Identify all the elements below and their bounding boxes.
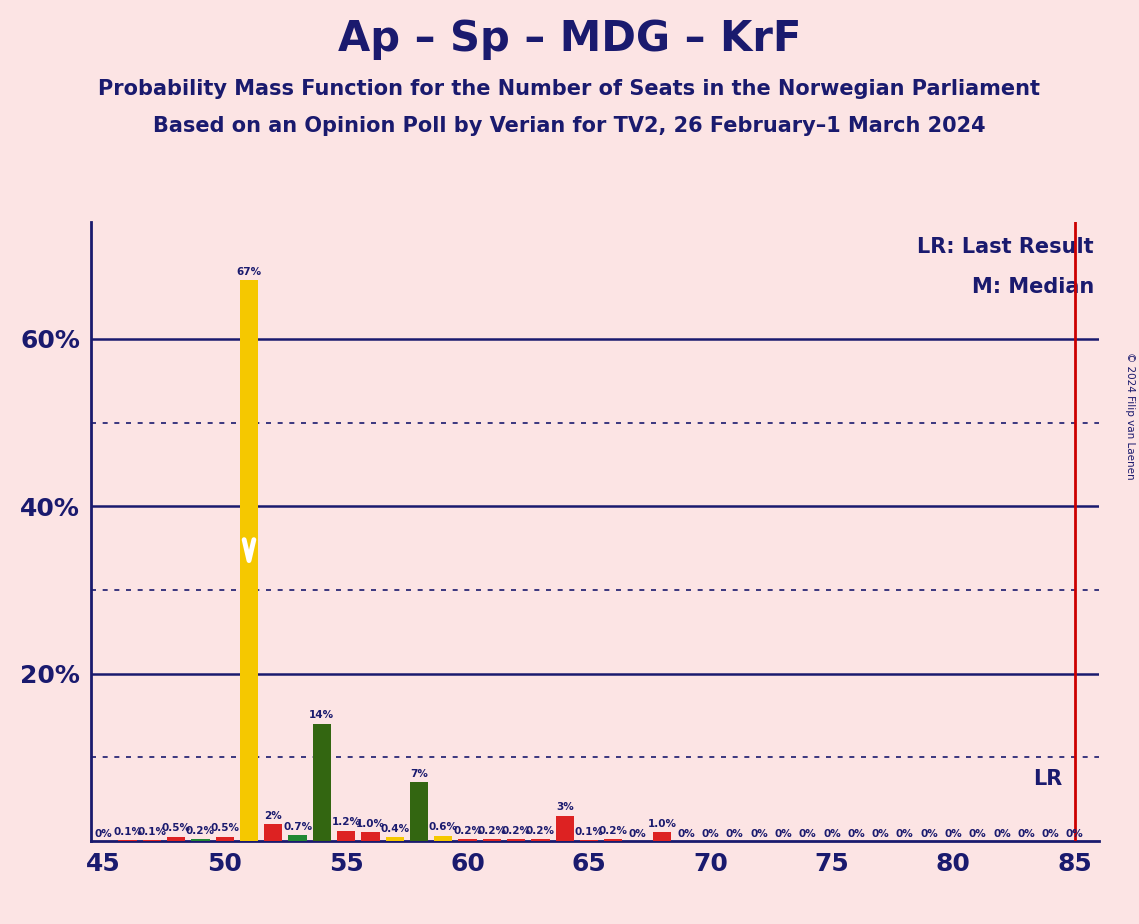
Text: 0%: 0% bbox=[823, 829, 841, 839]
Text: 0%: 0% bbox=[95, 829, 112, 839]
Bar bbox=[386, 837, 404, 841]
Text: 0.2%: 0.2% bbox=[501, 826, 531, 836]
Text: 1.2%: 1.2% bbox=[331, 818, 361, 828]
Bar bbox=[434, 836, 452, 841]
Text: 0%: 0% bbox=[871, 829, 890, 839]
Text: 0.2%: 0.2% bbox=[526, 826, 555, 836]
Text: 14%: 14% bbox=[310, 711, 335, 721]
Text: 0%: 0% bbox=[726, 829, 744, 839]
Text: 0.4%: 0.4% bbox=[380, 824, 409, 834]
Text: 0%: 0% bbox=[702, 829, 720, 839]
Text: 0.7%: 0.7% bbox=[282, 821, 312, 832]
Text: 0%: 0% bbox=[944, 829, 962, 839]
Text: 0%: 0% bbox=[969, 829, 986, 839]
Bar bbox=[604, 839, 622, 841]
Text: 67%: 67% bbox=[237, 267, 262, 277]
Text: 3%: 3% bbox=[556, 802, 574, 812]
Text: LR: Last Result: LR: Last Result bbox=[918, 237, 1095, 257]
Bar bbox=[288, 835, 306, 841]
Text: 0.5%: 0.5% bbox=[162, 823, 190, 833]
Bar bbox=[483, 839, 501, 841]
Text: 0%: 0% bbox=[896, 829, 913, 839]
Bar bbox=[507, 839, 525, 841]
Bar bbox=[361, 833, 379, 841]
Text: 7%: 7% bbox=[410, 769, 428, 779]
Text: Based on an Opinion Poll by Verian for TV2, 26 February–1 March 2024: Based on an Opinion Poll by Verian for T… bbox=[153, 116, 986, 136]
Bar bbox=[556, 816, 574, 841]
Text: 0.2%: 0.2% bbox=[186, 826, 215, 836]
Bar bbox=[215, 836, 233, 841]
Text: M: Median: M: Median bbox=[972, 277, 1095, 298]
Text: 0%: 0% bbox=[775, 829, 793, 839]
Text: 0%: 0% bbox=[678, 829, 695, 839]
Text: 0.2%: 0.2% bbox=[453, 826, 482, 836]
Bar bbox=[191, 839, 210, 841]
Bar bbox=[240, 280, 259, 841]
Text: 0.2%: 0.2% bbox=[477, 826, 507, 836]
Bar bbox=[653, 833, 671, 841]
Bar bbox=[410, 783, 428, 841]
Text: 0%: 0% bbox=[847, 829, 866, 839]
Text: 0%: 0% bbox=[993, 829, 1010, 839]
Text: 0.1%: 0.1% bbox=[138, 827, 166, 836]
Text: 0%: 0% bbox=[1017, 829, 1035, 839]
Text: 0.5%: 0.5% bbox=[211, 823, 239, 833]
Text: 0%: 0% bbox=[1066, 829, 1083, 839]
Bar bbox=[264, 824, 282, 841]
Text: 0%: 0% bbox=[798, 829, 817, 839]
Text: 0.1%: 0.1% bbox=[113, 827, 142, 836]
Text: 0.2%: 0.2% bbox=[599, 826, 628, 836]
Bar bbox=[167, 836, 186, 841]
Text: 1.0%: 1.0% bbox=[647, 820, 677, 829]
Text: Ap – Sp – MDG – KrF: Ap – Sp – MDG – KrF bbox=[338, 18, 801, 60]
Text: 1.0%: 1.0% bbox=[357, 820, 385, 829]
Bar bbox=[459, 839, 477, 841]
Text: 0%: 0% bbox=[1042, 829, 1059, 839]
Text: © 2024 Filip van Laenen: © 2024 Filip van Laenen bbox=[1125, 352, 1134, 480]
Text: 0%: 0% bbox=[751, 829, 768, 839]
Text: Probability Mass Function for the Number of Seats in the Norwegian Parliament: Probability Mass Function for the Number… bbox=[98, 79, 1041, 99]
Text: 0%: 0% bbox=[629, 829, 647, 839]
Bar bbox=[532, 839, 550, 841]
Text: LR: LR bbox=[1033, 769, 1063, 789]
Text: 0%: 0% bbox=[920, 829, 939, 839]
Bar bbox=[337, 831, 355, 841]
Text: 0.1%: 0.1% bbox=[574, 827, 604, 836]
Bar bbox=[313, 723, 331, 841]
Text: 2%: 2% bbox=[264, 810, 282, 821]
Text: 0.6%: 0.6% bbox=[428, 822, 458, 833]
